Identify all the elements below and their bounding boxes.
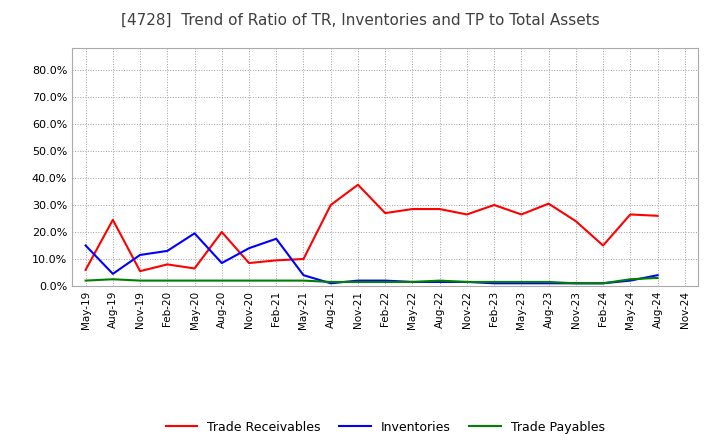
Inventories [572, 281, 580, 286]
Trade Receivables [190, 266, 199, 271]
Inventories [544, 281, 553, 286]
Trade Payables [490, 279, 498, 285]
Inventories [599, 281, 608, 286]
Trade Payables [217, 278, 226, 283]
Trade Payables [572, 281, 580, 286]
Trade Receivables [544, 201, 553, 206]
Trade Payables [462, 279, 471, 285]
Trade Payables [136, 278, 145, 283]
Inventories [300, 272, 308, 278]
Inventories [626, 278, 634, 283]
Trade Receivables [517, 212, 526, 217]
Inventories [326, 281, 335, 286]
Trade Payables [408, 279, 417, 285]
Trade Receivables [136, 268, 145, 274]
Line: Inventories: Inventories [86, 233, 657, 283]
Inventories [381, 278, 390, 283]
Inventories [436, 279, 444, 285]
Trade Receivables [381, 210, 390, 216]
Trade Receivables [599, 243, 608, 248]
Trade Receivables [436, 206, 444, 212]
Trade Receivables [272, 258, 281, 263]
Trade Receivables [462, 212, 471, 217]
Inventories [81, 243, 90, 248]
Inventories [653, 272, 662, 278]
Trade Payables [326, 279, 335, 285]
Trade Payables [381, 279, 390, 285]
Trade Payables [109, 277, 117, 282]
Text: [4728]  Trend of Ratio of TR, Inventories and TP to Total Assets: [4728] Trend of Ratio of TR, Inventories… [121, 13, 599, 28]
Trade Payables [599, 281, 608, 286]
Trade Payables [272, 278, 281, 283]
Trade Payables [300, 278, 308, 283]
Trade Receivables [300, 257, 308, 262]
Inventories [462, 279, 471, 285]
Inventories [109, 271, 117, 276]
Line: Trade Receivables: Trade Receivables [86, 185, 657, 271]
Inventories [517, 281, 526, 286]
Inventories [190, 231, 199, 236]
Trade Receivables [408, 206, 417, 212]
Trade Payables [81, 278, 90, 283]
Line: Trade Payables: Trade Payables [86, 278, 657, 283]
Trade Payables [626, 277, 634, 282]
Trade Payables [190, 278, 199, 283]
Inventories [354, 278, 362, 283]
Trade Receivables [81, 267, 90, 272]
Inventories [163, 248, 171, 253]
Trade Receivables [490, 202, 498, 208]
Inventories [217, 260, 226, 266]
Inventories [136, 252, 145, 257]
Trade Receivables [163, 262, 171, 267]
Legend: Trade Receivables, Inventories, Trade Payables: Trade Receivables, Inventories, Trade Pa… [161, 416, 610, 439]
Trade Receivables [109, 217, 117, 223]
Inventories [245, 246, 253, 251]
Trade Payables [517, 279, 526, 285]
Trade Receivables [245, 260, 253, 266]
Trade Receivables [326, 202, 335, 208]
Trade Receivables [572, 219, 580, 224]
Trade Receivables [354, 182, 362, 187]
Trade Payables [163, 278, 171, 283]
Trade Receivables [626, 212, 634, 217]
Trade Payables [653, 275, 662, 281]
Inventories [490, 281, 498, 286]
Inventories [408, 279, 417, 285]
Trade Payables [436, 278, 444, 283]
Trade Receivables [653, 213, 662, 218]
Inventories [272, 236, 281, 242]
Trade Receivables [217, 229, 226, 235]
Trade Payables [354, 279, 362, 285]
Trade Payables [245, 278, 253, 283]
Trade Payables [544, 279, 553, 285]
